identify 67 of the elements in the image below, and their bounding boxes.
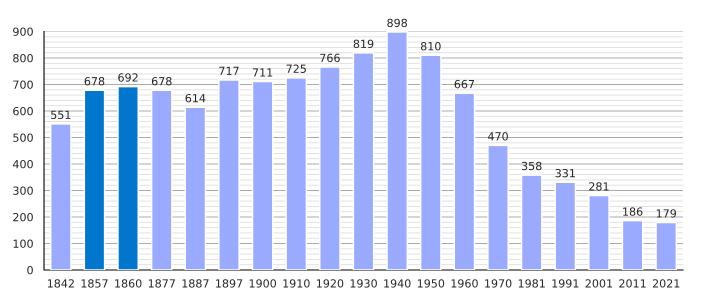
data-label: 186 — [623, 207, 642, 216]
x-tick-label: 2011 — [619, 279, 646, 288]
data-label: 470 — [488, 132, 508, 141]
x-tick-label: 1950 — [418, 279, 444, 288]
y-tick-label: 500 — [13, 133, 33, 142]
data-label: 810 — [420, 42, 441, 50]
data-label: 614 — [186, 94, 206, 102]
bar — [487, 144, 509, 270]
data-label: 766 — [320, 54, 340, 62]
x-tick-label: 1930 — [350, 279, 377, 288]
y-tick-label: 400 — [12, 160, 33, 168]
data-label: 179 — [656, 209, 676, 218]
bar — [319, 66, 341, 270]
bar — [184, 106, 206, 270]
x-tick-label: 1960 — [451, 279, 478, 288]
x-tick-label: 2001 — [586, 279, 612, 288]
x-tick-label: 1857 — [82, 279, 108, 288]
x-tick-label: 1991 — [552, 279, 578, 288]
bar — [352, 52, 374, 270]
bar — [420, 54, 442, 270]
bar — [84, 90, 106, 270]
bar — [588, 194, 610, 270]
data-label: 678 — [152, 76, 172, 86]
y-tick-label: 100 — [14, 239, 33, 248]
y-tick-label: 700 — [13, 80, 33, 89]
data-label: 678 — [84, 76, 104, 86]
data-label: 281 — [589, 182, 609, 191]
bar — [386, 32, 408, 270]
x-tick-label: 1981 — [518, 279, 545, 288]
bar — [252, 80, 274, 270]
bar — [622, 220, 644, 270]
y-tick-label: 600 — [13, 106, 33, 116]
x-tick-label: 2021 — [652, 279, 680, 288]
bar — [218, 79, 240, 270]
bar — [554, 182, 576, 270]
x-tick-label: 1897 — [216, 279, 242, 288]
y-tick-label: 0 — [27, 266, 33, 274]
data-label: 551 — [51, 110, 70, 120]
x-tick-label: 1910 — [283, 279, 310, 288]
x-tick-label: 1877 — [148, 279, 175, 288]
bar — [655, 222, 677, 270]
data-label: 898 — [387, 18, 407, 28]
x-tick-label: 1887 — [182, 279, 209, 288]
y-tick-label: 800 — [13, 54, 33, 62]
data-label: 331 — [556, 168, 575, 178]
bar — [50, 123, 72, 270]
x-tick-label: 1860 — [115, 279, 142, 288]
x-tick-label: 1970 — [485, 279, 512, 288]
x-tick-label: 1842 — [48, 279, 74, 288]
y-tick-label: 900 — [13, 27, 33, 36]
data-label: 692 — [118, 73, 138, 82]
x-tick-label: 1920 — [316, 279, 344, 288]
bar — [117, 86, 139, 270]
data-label: 717 — [219, 66, 239, 75]
data-label: 711 — [252, 68, 272, 76]
bar — [520, 174, 542, 270]
y-tick-label: 200 — [13, 212, 33, 222]
bar — [150, 90, 173, 270]
x-tick-label: 1900 — [250, 279, 276, 288]
y-tick-label: 300 — [13, 186, 33, 195]
x-tick-label: 1940 — [384, 279, 411, 288]
data-label: 667 — [454, 80, 474, 88]
data-label: 819 — [354, 40, 374, 48]
data-label: 358 — [522, 162, 542, 170]
data-label: 725 — [286, 64, 306, 73]
bar — [454, 92, 476, 270]
bar — [285, 77, 308, 270]
